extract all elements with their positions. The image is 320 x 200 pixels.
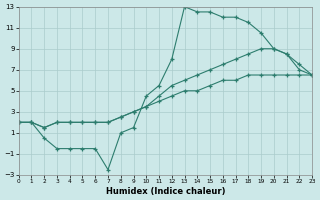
X-axis label: Humidex (Indice chaleur): Humidex (Indice chaleur)	[106, 187, 225, 196]
